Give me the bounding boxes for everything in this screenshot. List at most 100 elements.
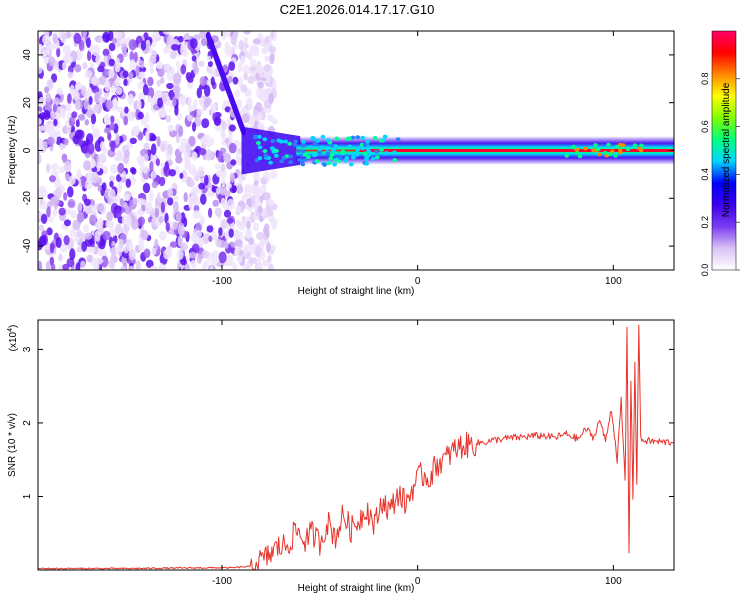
spectrogram-signal-blob <box>344 156 350 161</box>
spectrogram-noise-blob <box>146 95 152 103</box>
spectrogram-noise-blob <box>242 64 250 74</box>
spectrogram-noise-blob <box>145 259 154 269</box>
spectrogram-noise-blob <box>38 152 41 164</box>
spectrogram-noise-blob <box>108 68 115 79</box>
spectrogram-noise-blob <box>175 212 182 222</box>
spectrogram-noise-blob <box>145 112 150 124</box>
spectrogram-noise-blob <box>103 115 111 125</box>
spectrogram-noise-blob <box>110 253 115 265</box>
spectrogram-noise-blob <box>160 143 166 153</box>
spectrogram-noise-blob <box>154 208 159 219</box>
spectrogram-signal-blob <box>274 148 279 153</box>
spectrogram-signal-blob <box>379 147 384 152</box>
spectrogram-noise-blob <box>115 133 120 145</box>
spectrogram-noise-blob <box>240 84 248 93</box>
spectrogram-x-tick-label: -100 <box>212 276 232 287</box>
snr-exponent-close: ) <box>8 325 19 328</box>
colorbar-label: Normalized spectral amplitude <box>721 82 732 217</box>
spectrogram-noise-blob <box>204 174 209 186</box>
spectrogram-signal-blob <box>360 135 366 140</box>
spectrogram-noise-blob <box>58 207 66 216</box>
spectrogram-noise-blob <box>271 203 278 211</box>
spectrogram-y-label: Frequency (Hz) <box>7 116 18 185</box>
spectrogram-noise-blob <box>103 127 111 134</box>
spectrogram-noise-blob <box>235 89 240 99</box>
spectrogram-noise-blob <box>69 228 76 238</box>
spectrogram-noise-blob <box>132 197 138 205</box>
spectrogram-noise-blob <box>108 42 116 52</box>
spectrogram-noise-blob <box>114 78 122 87</box>
spectrogram-noise-blob <box>109 175 115 182</box>
spectrogram-signal-blob <box>293 139 299 144</box>
spectrogram-noise-blob <box>257 81 265 89</box>
spectrogram-noise-blob <box>88 96 93 105</box>
spectrogram-signal-blob <box>360 146 365 151</box>
spectrogram-signal-blob <box>276 138 282 143</box>
spectrogram-noise-blob <box>139 60 145 69</box>
spectrogram-noise-blob <box>222 64 228 73</box>
spectrogram-noise-blob <box>180 64 187 75</box>
spectrogram-noise-blob <box>48 127 56 139</box>
spectrogram-signal-blob <box>613 154 618 158</box>
spectrogram-noise-blob <box>228 133 233 143</box>
spectrogram-noise-blob <box>166 82 174 90</box>
colorbar-ticks: 0.0 0.2 0.4 0.6 0.8 <box>700 73 740 277</box>
spectrogram-noise-blob <box>143 248 151 259</box>
spectrogram-noise-blob <box>169 50 177 60</box>
spectrogram-noise-blob <box>137 208 143 216</box>
spectrogram-noise-blob <box>172 96 177 107</box>
spectrogram-noise-blob <box>53 118 58 127</box>
spectrogram-signal-blob <box>262 149 268 154</box>
spectrogram-noise-blob <box>210 255 218 267</box>
spectrogram-signal-blob <box>312 153 317 158</box>
spectrogram-noise-blob <box>241 219 248 226</box>
spectrogram-noise-blob <box>38 224 45 232</box>
spectrogram-noise-blob <box>107 132 112 141</box>
spectrogram-noise-blob <box>50 110 55 119</box>
spectrogram-noise-blob <box>121 43 128 52</box>
spectrogram-noise-blob <box>156 136 161 148</box>
spectrogram-noise-blob <box>250 195 256 207</box>
spectrogram-noise-blob <box>107 188 116 200</box>
spectrogram-signal-blob <box>632 143 638 147</box>
spectrogram-noise-blob <box>123 78 128 86</box>
spectrogram-noise-blob <box>66 31 72 39</box>
spectrogram-noise-blob <box>51 195 60 206</box>
spectrogram-noise-blob <box>227 76 233 83</box>
spectrogram-noise-blob <box>129 59 136 70</box>
spectrogram-noise-blob <box>139 71 146 78</box>
snr-x-tick-label: 100 <box>605 576 622 587</box>
spectrogram-panel: -100 0 100 -40 -20 0 20 40 Height of straight … <box>7 30 675 297</box>
spectrogram-noise-blob <box>174 104 179 116</box>
spectrogram-noise-blob <box>137 131 144 141</box>
spectrogram-signal-blob <box>596 147 601 152</box>
spectrogram-noise-blob <box>64 173 70 181</box>
spectrogram-noise-blob <box>224 45 233 57</box>
spectrogram-noise-blob <box>149 265 158 270</box>
spectrogram-noise-blob <box>246 188 253 198</box>
spectrogram-noise-blob <box>267 254 272 263</box>
snr-panel: -100 0 100 1 2 3 Height of straight line (km… <box>7 319 675 594</box>
spectrogram-noise-blob <box>232 76 239 85</box>
spectrogram-noise-blob <box>163 165 168 174</box>
spectrogram-noise-blob <box>235 219 243 228</box>
spectrogram-noise-blob <box>231 185 237 193</box>
spectrogram-signal-blob <box>603 150 608 155</box>
spectrogram-noise-blob <box>137 99 142 111</box>
colorbar-tick-label: 0.0 <box>700 264 710 277</box>
spectrogram-signal-blob <box>257 145 263 150</box>
spectrogram-noise-blob <box>199 31 207 39</box>
spectrogram-noise-blob <box>150 134 157 142</box>
spectrogram-noise-blob <box>49 242 55 254</box>
spectrogram-noise-blob <box>83 160 92 171</box>
spectrogram-noise-blob <box>104 80 111 92</box>
spectrogram-noise-blob <box>56 47 61 58</box>
spectrogram-noise-blob <box>76 229 82 238</box>
spectrogram-noise-blob <box>45 163 51 173</box>
spectrogram-noise-blob <box>166 70 174 82</box>
spectrogram-noise-blob <box>48 56 56 67</box>
spectrogram-noise-blob <box>49 256 55 266</box>
spectrogram-noise-blob <box>163 249 172 260</box>
spectrogram-noise-blob <box>224 106 231 113</box>
spectrogram-noise-blob <box>98 96 106 104</box>
